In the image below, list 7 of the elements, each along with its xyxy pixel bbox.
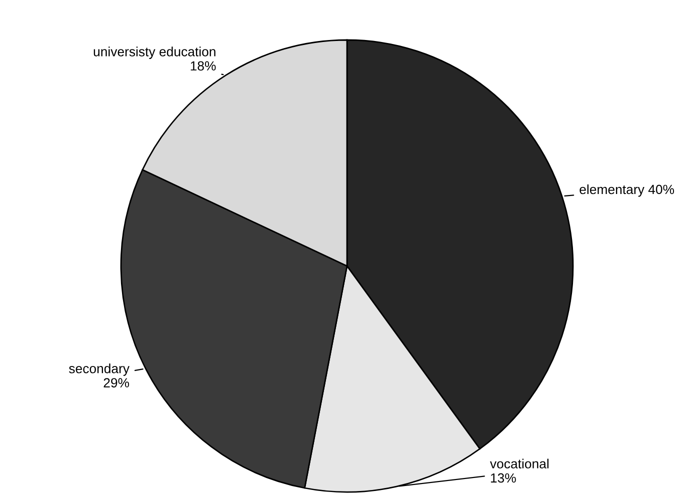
- slice-label: universisty education: [94, 46, 216, 59]
- data-label: 18%: [190, 61, 216, 71]
- data-label: 13%: [490, 473, 516, 483]
- slice-label: vocational: [490, 458, 548, 468]
- slice-label: secondary: [69, 364, 130, 376]
- data-label: 29%: [104, 378, 130, 388]
- slice-label: elementary 40%: [580, 184, 674, 197]
